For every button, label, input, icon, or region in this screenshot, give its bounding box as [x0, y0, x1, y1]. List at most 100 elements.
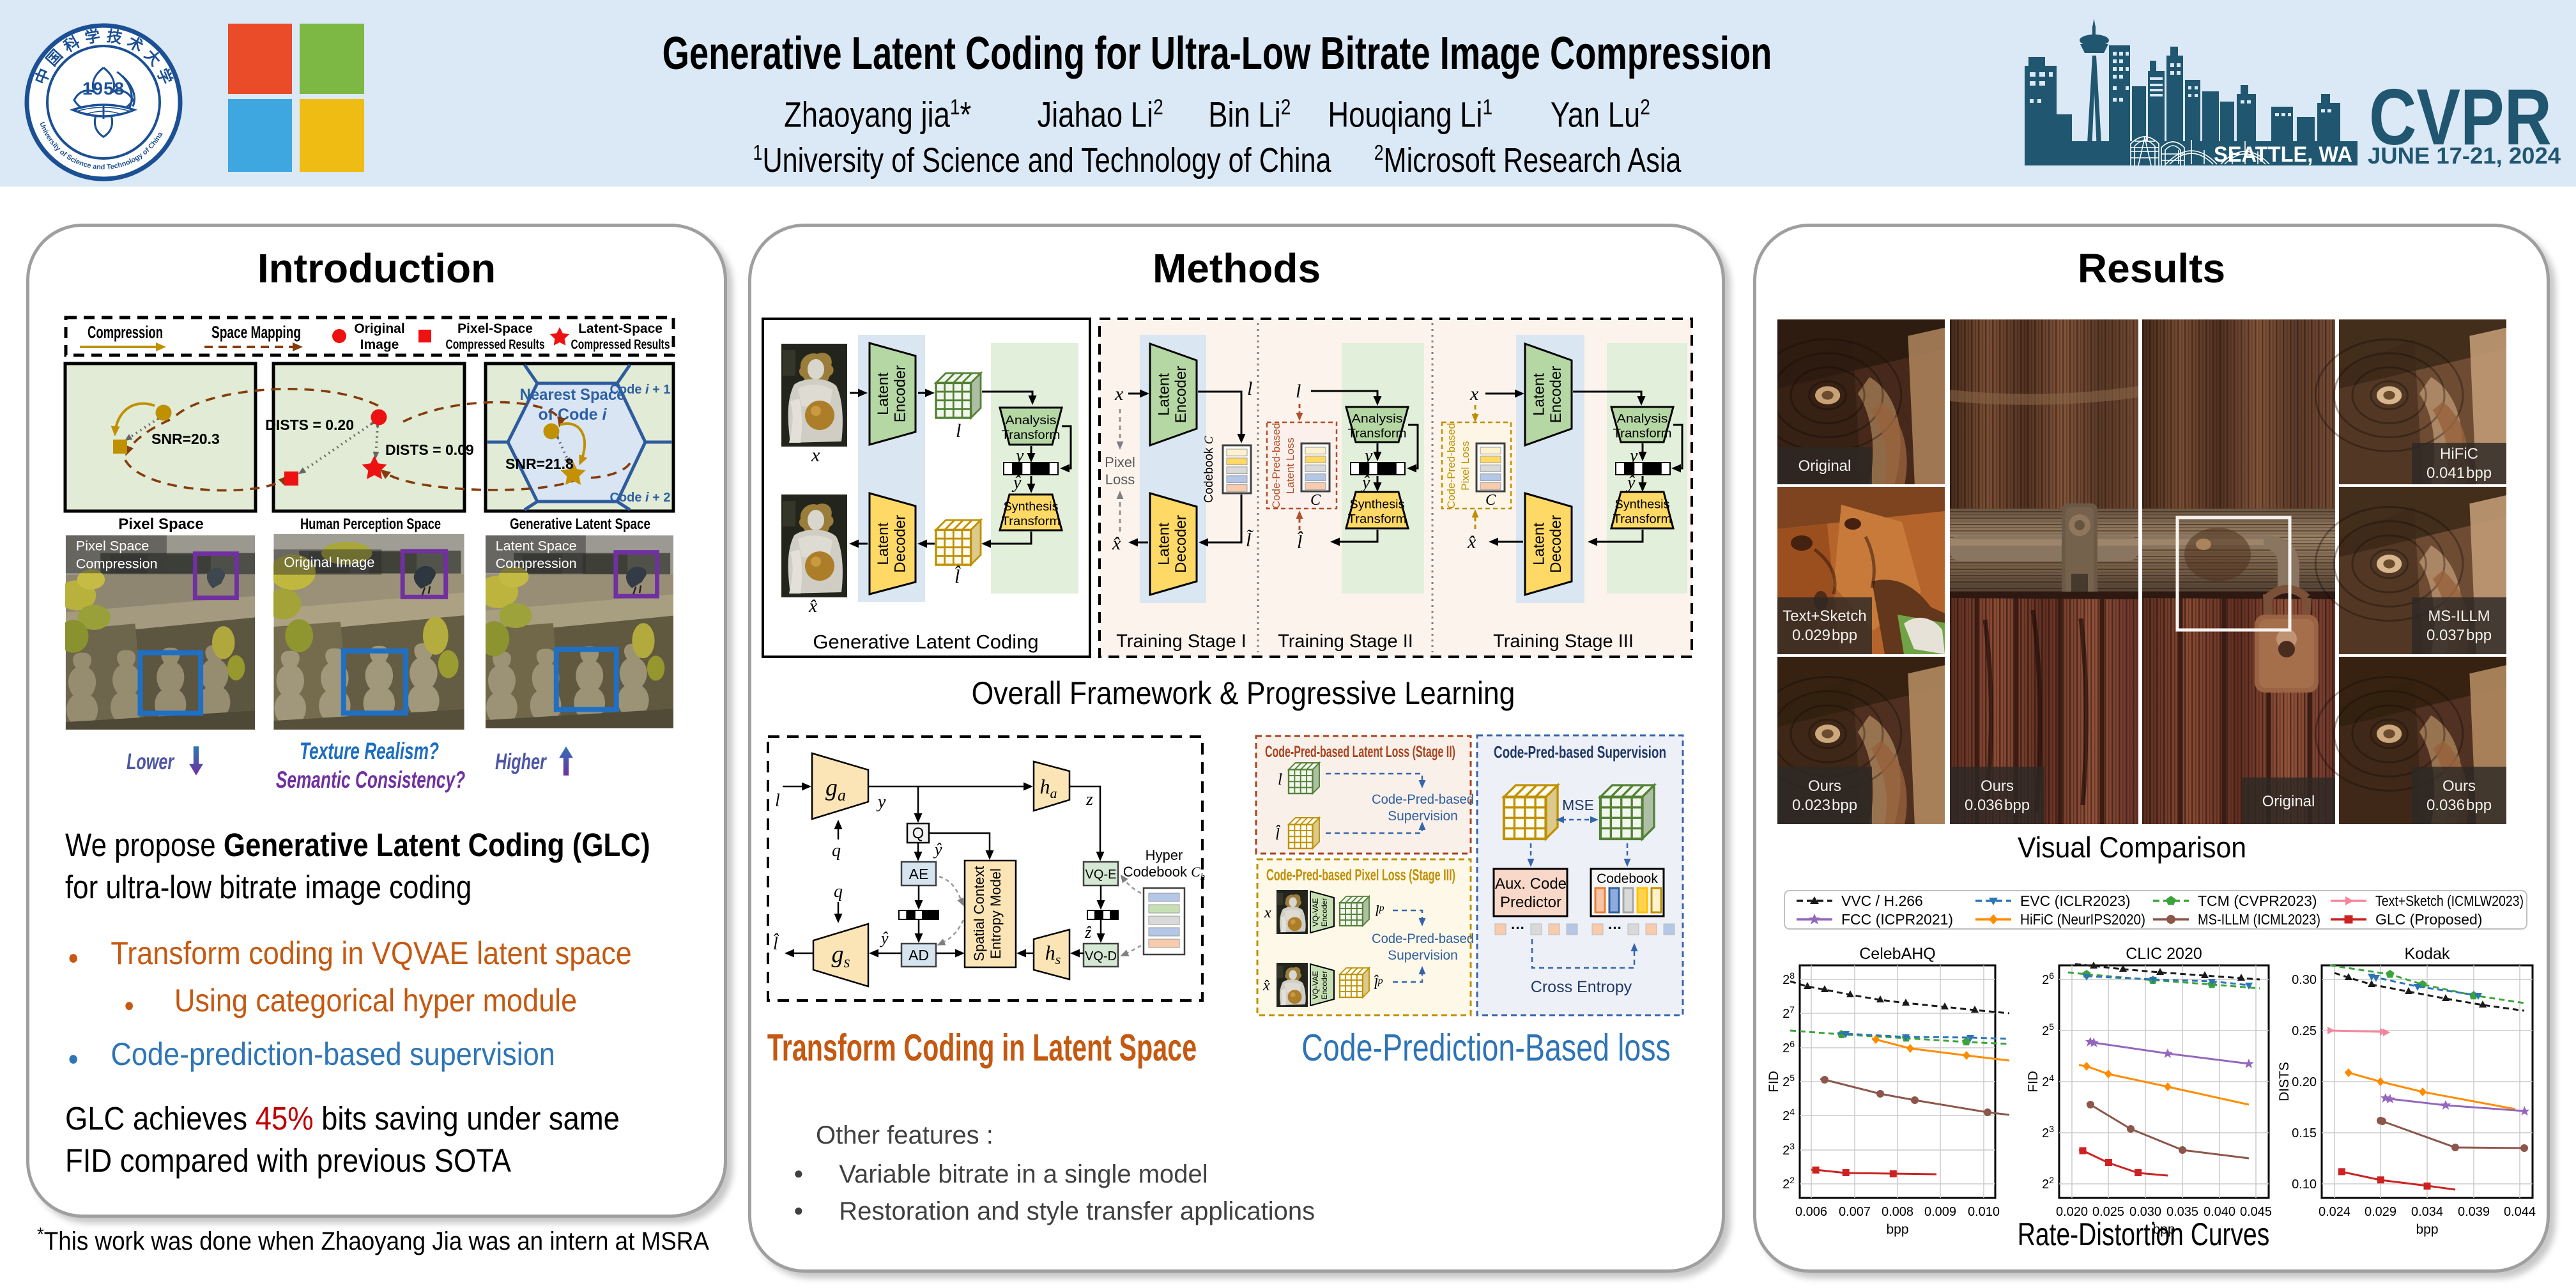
svg-text:0.25: 0.25 [2292, 1024, 2317, 1038]
svg-text:0.009: 0.009 [1924, 1205, 1956, 1219]
svg-text:Code-Pred-based Supervision: Code-Pred-based Supervision [1494, 742, 1666, 762]
svg-text:0.036 bpp: 0.036 bpp [2426, 797, 2492, 814]
svg-text:x̂: x̂ [1467, 532, 1476, 553]
svg-text:Decoder: Decoder [892, 515, 909, 573]
svg-text:24: 24 [2042, 1073, 2054, 1089]
svg-text:Latent: Latent [875, 523, 892, 565]
svg-text:Latent: Latent [1530, 373, 1547, 416]
svg-text:VQ-E: VQ-E [1085, 868, 1117, 882]
svg-text:l: l [1278, 771, 1282, 788]
svg-text:SNR=20.3: SNR=20.3 [151, 431, 220, 447]
svg-text:C: C [1485, 492, 1496, 509]
svg-text:Ours: Ours [1808, 778, 1841, 795]
svg-text:Analysis: Analysis [1352, 413, 1403, 426]
svg-text:Kodak: Kodak [2405, 945, 2450, 963]
svg-text:0.006: 0.006 [1795, 1205, 1827, 1219]
svg-text:0.039: 0.039 [2458, 1205, 2490, 1219]
svg-text:Spatial Context: Spatial Context [971, 866, 987, 961]
svg-text:0.020: 0.020 [2056, 1205, 2088, 1219]
svg-text:l: l [1296, 381, 1301, 402]
svg-text:Pixel Space: Pixel Space [118, 516, 203, 533]
svg-text:y: y [1014, 446, 1024, 466]
svg-text:学: 学 [84, 27, 102, 47]
svg-text:l̂: l̂ [954, 565, 961, 587]
svg-text:Aux. Code: Aux. Code [1495, 875, 1567, 893]
svg-text:Codebook Ch: Codebook Ch [1123, 864, 1205, 882]
svg-text:Entropy Model: Entropy Model [988, 868, 1004, 959]
svg-text:0.030: 0.030 [2129, 1205, 2161, 1219]
svg-text:Code-Pred-based: Code-Pred-based [1270, 423, 1282, 509]
svg-text:Latent: Latent [1155, 523, 1172, 565]
svg-text:Original: Original [354, 321, 404, 336]
svg-text:DISTS = 0.20: DISTS = 0.20 [265, 417, 354, 433]
svg-text:Decoder: Decoder [1547, 515, 1565, 573]
svg-text:Pixel-Space: Pixel-Space [457, 321, 533, 336]
svg-text:Space Mapping: Space Mapping [211, 323, 301, 342]
svg-text:ŷ: ŷ [1360, 473, 1370, 493]
svg-text:Training Stage II: Training Stage II [1278, 631, 1413, 652]
svg-text:EVC (ICLR2023): EVC (ICLR2023) [2020, 893, 2131, 909]
svg-text:Predictor: Predictor [1500, 894, 1561, 911]
svg-text:27: 27 [1782, 1004, 1795, 1021]
svg-text:SNR=21.8: SNR=21.8 [505, 456, 574, 472]
svg-text:DISTS = 0.09: DISTS = 0.09 [385, 441, 474, 458]
svg-text:MSE: MSE [1562, 797, 1594, 813]
svg-text:Compressed Results: Compressed Results [571, 337, 670, 352]
svg-text:Pixel: Pixel [1105, 454, 1135, 470]
svg-text:l̂: l̂ [773, 933, 779, 954]
svg-text:Synthesis: Synthesis [1350, 498, 1405, 512]
svg-text:MS-ILLM: MS-ILLM [2428, 608, 2490, 625]
svg-text:DISTS: DISTS [2277, 1062, 2292, 1101]
svg-text:1958: 1958 [82, 79, 125, 98]
svg-text:Compression: Compression [88, 323, 163, 342]
svg-text:l: l [775, 791, 780, 811]
svg-text:0.023 bpp: 0.023 bpp [1792, 797, 1857, 814]
svg-text:Original: Original [1798, 457, 1851, 475]
svg-text:Encoder: Encoder [1547, 366, 1565, 423]
svg-text:Latent-Space: Latent-Space [578, 321, 663, 336]
svg-text:Latent: Latent [1155, 373, 1172, 416]
svg-text:Q: Q [912, 825, 924, 842]
svg-text:Latent: Latent [875, 372, 892, 415]
svg-text:0.15: 0.15 [2292, 1126, 2317, 1140]
svg-text:TCM (CVPR2023): TCM (CVPR2023) [2198, 893, 2317, 909]
svg-text:Encoder: Encoder [1172, 366, 1190, 423]
svg-text:x: x [1469, 383, 1479, 404]
svg-text:Encoder: Encoder [1320, 898, 1329, 927]
svg-text:Generative Latent Coding: Generative Latent Coding [813, 631, 1038, 653]
svg-text:GLC (Proposed): GLC (Proposed) [2375, 911, 2482, 928]
svg-text:Compressed Results: Compressed Results [446, 337, 545, 352]
svg-text:Compression: Compression [496, 555, 577, 571]
svg-text:x̂: x̂ [808, 595, 818, 617]
svg-text:0.037 bpp: 0.037 bpp [2426, 627, 2492, 644]
svg-text:bpp: bpp [1886, 1222, 1908, 1237]
svg-text:y: y [876, 792, 886, 812]
svg-text:q: q [834, 882, 843, 901]
svg-text:SEATTLE, WA: SEATTLE, WA [2214, 142, 2352, 167]
svg-text:0.10: 0.10 [2292, 1177, 2317, 1192]
svg-text:Human Perception Space: Human Perception Space [300, 516, 441, 533]
svg-text:Latent Space: Latent Space [496, 538, 577, 554]
svg-text:Pixel Space: Pixel Space [76, 538, 150, 554]
svg-text:q: q [832, 841, 841, 861]
svg-text:25: 25 [1782, 1073, 1795, 1089]
svg-text:Transform: Transform [1348, 513, 1407, 526]
svg-text:FID: FID [2026, 1071, 2041, 1092]
svg-text:Compression: Compression [76, 555, 158, 571]
svg-text:Synthesis: Synthesis [1004, 500, 1059, 514]
svg-text:AD: AD [908, 947, 929, 963]
svg-text:Encoder: Encoder [1320, 971, 1329, 1000]
svg-text:Generative Latent Space: Generative Latent Space [510, 516, 650, 533]
svg-text:Supervision: Supervision [1388, 809, 1458, 824]
svg-text:Text+Sketch (ICMLW2023): Text+Sketch (ICMLW2023) [2375, 893, 2524, 909]
svg-text:VQ-VAE: VQ-VAE [1311, 971, 1320, 999]
svg-text:Transform: Transform [1348, 427, 1407, 441]
svg-text:VVC / H.266: VVC / H.266 [1841, 893, 1923, 909]
svg-text:Image: Image [360, 337, 399, 352]
svg-text:x: x [1264, 905, 1271, 921]
svg-text:x̂: x̂ [1112, 533, 1121, 554]
svg-text:Encoder: Encoder [892, 365, 909, 422]
svg-text:Original Image: Original Image [284, 555, 374, 571]
svg-text:l̂: l̂ [1275, 825, 1281, 843]
svg-text:ŷ: ŷ [1625, 473, 1636, 493]
